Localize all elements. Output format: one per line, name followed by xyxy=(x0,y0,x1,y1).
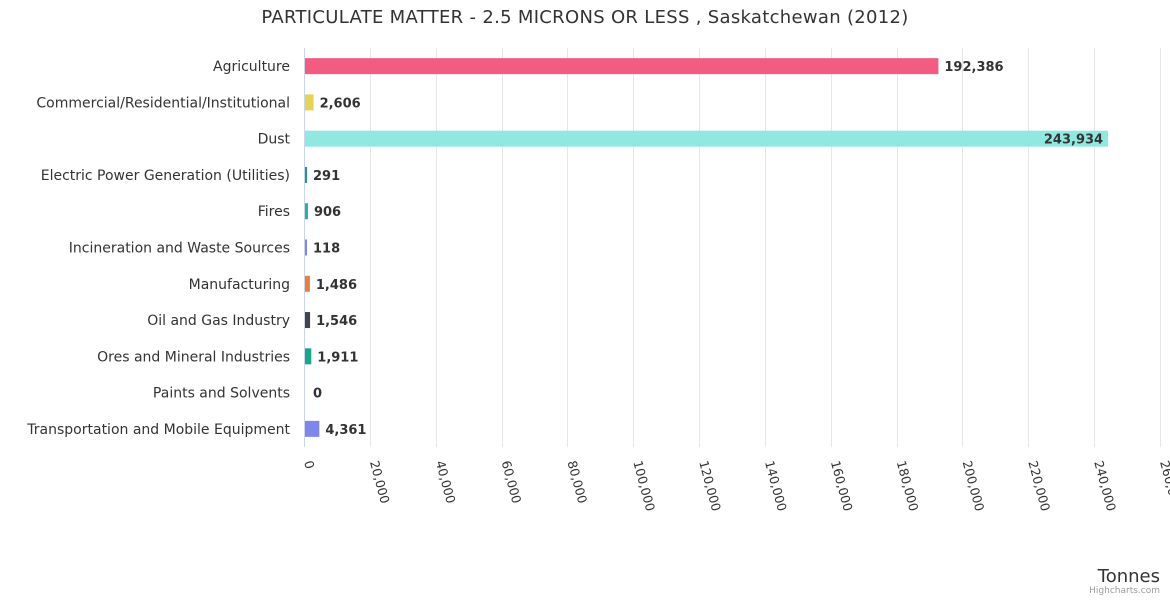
x-tick-label: 100,000 xyxy=(630,459,658,513)
category-label: Manufacturing xyxy=(189,277,290,293)
x-tick-label: 60,000 xyxy=(499,459,525,505)
data-label: 906 xyxy=(314,205,341,220)
bar[interactable] xyxy=(305,130,1109,147)
x-tick-label: 160,000 xyxy=(828,459,856,513)
category-label: Electric Power Generation (Utilities) xyxy=(41,168,290,184)
bar[interactable] xyxy=(305,239,307,256)
data-label: 243,934 xyxy=(1044,133,1103,148)
data-label: 4,361 xyxy=(325,423,366,438)
bar[interactable] xyxy=(305,94,314,111)
category-label: Paints and Solvents xyxy=(153,386,290,402)
x-tick-label: 180,000 xyxy=(894,459,922,513)
category-label: Agriculture xyxy=(213,59,290,75)
grid-lines xyxy=(304,48,1161,447)
credits-link[interactable]: Highcharts.com xyxy=(1089,586,1160,596)
category-label: Ores and Mineral Industries xyxy=(97,349,290,365)
x-tick-label: 120,000 xyxy=(696,459,724,513)
category-label: Oil and Gas Industry xyxy=(147,313,290,329)
bar[interactable] xyxy=(305,203,308,220)
x-tick-label: 200,000 xyxy=(960,459,988,513)
bars xyxy=(305,58,1109,437)
data-label: 291 xyxy=(313,169,340,184)
x-tick-label: 40,000 xyxy=(433,459,459,505)
x-tick-label: 80,000 xyxy=(564,459,590,505)
x-tick-label: 260,000 xyxy=(1157,459,1170,513)
data-label: 1,546 xyxy=(316,314,357,329)
category-labels: Agriculture Commercial/Residential/Instit… xyxy=(26,59,290,438)
data-label: 192,386 xyxy=(944,60,1003,75)
data-label: 2,606 xyxy=(320,96,361,111)
data-label: 1,911 xyxy=(317,350,358,365)
data-label: 0 xyxy=(313,387,322,402)
chart-title: PARTICULATE MATTER - 2.5 MICRONS OR LESS… xyxy=(261,7,909,28)
bar[interactable] xyxy=(305,348,312,365)
data-labels: 192,386 2,606 243,934 291 906 118 1,486 1,546 1,… xyxy=(313,60,1103,438)
x-tick-label: 240,000 xyxy=(1091,459,1119,513)
x-tick-label: 140,000 xyxy=(762,459,790,513)
x-tick-label: 20,000 xyxy=(367,459,393,505)
category-label: Fires xyxy=(258,204,290,220)
bar[interactable] xyxy=(305,58,939,75)
category-label: Transportation and Mobile Equipment xyxy=(26,422,290,438)
bar[interactable] xyxy=(305,275,310,292)
x-axis-tick-labels: 0 20,000 40,000 60,000 80,000 100,000 120,000 1… xyxy=(301,459,1170,513)
bar[interactable] xyxy=(305,166,307,183)
x-tick-label: 0 xyxy=(301,459,318,471)
x-axis-title: Tonnes xyxy=(1097,566,1160,587)
bar[interactable] xyxy=(305,312,311,329)
bar[interactable] xyxy=(305,420,320,437)
x-tick-label: 220,000 xyxy=(1025,459,1053,513)
category-label: Commercial/Residential/Institutional xyxy=(36,95,290,111)
data-label: 118 xyxy=(313,242,340,257)
category-label: Dust xyxy=(258,132,291,148)
data-label: 1,486 xyxy=(316,278,357,293)
category-label: Incineration and Waste Sources xyxy=(69,241,290,257)
